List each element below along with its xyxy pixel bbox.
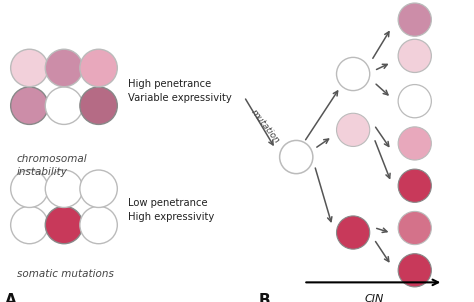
Circle shape xyxy=(10,170,48,207)
Circle shape xyxy=(80,206,118,244)
Text: High penetrance
Variable expressivity: High penetrance Variable expressivity xyxy=(128,79,232,103)
Circle shape xyxy=(10,49,48,87)
Text: B: B xyxy=(258,293,270,302)
Text: CIN: CIN xyxy=(365,294,384,302)
Circle shape xyxy=(80,49,118,87)
Circle shape xyxy=(398,254,431,287)
Circle shape xyxy=(10,206,48,244)
Circle shape xyxy=(398,85,431,118)
Circle shape xyxy=(45,87,83,124)
Circle shape xyxy=(45,49,83,87)
Circle shape xyxy=(398,39,431,72)
Circle shape xyxy=(398,169,431,202)
Circle shape xyxy=(45,170,83,207)
Text: mutation: mutation xyxy=(249,108,282,146)
Circle shape xyxy=(80,170,118,207)
Text: chromosomal
instability: chromosomal instability xyxy=(17,154,87,177)
Circle shape xyxy=(10,87,48,124)
Text: somatic mutations: somatic mutations xyxy=(17,269,113,279)
Text: Low penetrance
High expressivity: Low penetrance High expressivity xyxy=(128,198,214,222)
Circle shape xyxy=(45,206,83,244)
Circle shape xyxy=(398,127,431,160)
Circle shape xyxy=(337,57,370,91)
Circle shape xyxy=(80,87,118,124)
Circle shape xyxy=(337,113,370,146)
Circle shape xyxy=(398,211,431,245)
Text: A: A xyxy=(5,293,17,302)
Circle shape xyxy=(280,140,313,174)
Circle shape xyxy=(398,3,431,36)
Circle shape xyxy=(337,216,370,249)
